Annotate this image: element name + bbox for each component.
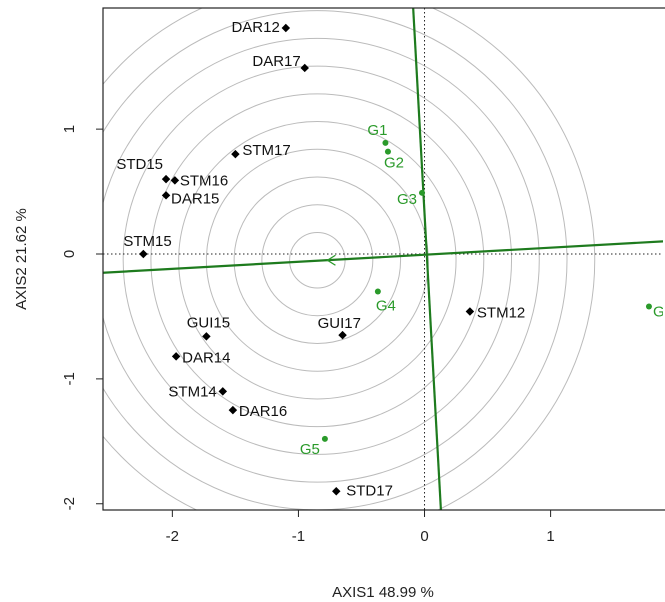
environment-point [332,487,341,496]
environment-label: STM15 [123,233,171,250]
environment-point [161,191,171,200]
x-tick-label: 0 [420,528,428,545]
y-tick-label: 1 [61,125,78,133]
y-tick-label: -2 [61,497,78,510]
x-axis-title: AXIS1 48.99 % [332,584,434,601]
concentric-circle [178,121,457,400]
green-axis-line [412,8,443,510]
green-axis-line [103,240,663,274]
environment-label: STM12 [477,304,525,321]
genotype-label: G5 [300,441,320,458]
environment-point [338,330,347,340]
environment-point [170,176,180,185]
environment-point [139,249,148,259]
environment-point [300,63,309,73]
concentric-circle [233,176,402,344]
y-axis-title: AXIS2 21.62 % [13,208,30,310]
genotype-label: G6 [653,303,665,320]
genotype-point [374,288,381,295]
environment-point [231,149,240,159]
genotype-point [321,435,328,442]
concentric-circle [122,65,513,455]
concentric-circle [103,37,540,483]
y-tick-label: -1 [61,372,78,385]
genotype-point [419,189,425,196]
environment-label: DAR12 [231,19,279,36]
environment-point [161,174,171,184]
environment-point [202,332,211,341]
environment-label: STM17 [242,142,290,159]
genotype-label: G2 [384,155,404,172]
environment-label: DAR16 [239,403,287,420]
average-environment-arrow [326,254,336,266]
environment-label: DAR17 [252,53,300,70]
axes: -2-1012-2-101 [61,125,555,545]
environment-label: DAR14 [182,349,230,366]
x-tick-label: -1 [292,528,305,545]
concentric-circle [261,204,374,317]
genotype-label: G4 [376,297,396,314]
environment-point [218,387,228,396]
environment-label: STD17 [346,482,393,499]
genotype-point [382,139,389,146]
x-tick-label: -2 [166,528,179,545]
environment-point [281,23,291,33]
environment-point [171,352,181,361]
environment-label: STM14 [168,383,216,400]
environment-label: GUI15 [187,314,230,331]
genotype-label: G3 [397,191,417,208]
environment-label: STM16 [180,172,228,189]
concentric-circle [103,8,596,510]
genotype-label: G1 [367,122,387,139]
environment-label: DAR15 [171,190,219,207]
concentric-circle [150,93,485,428]
y-tick-label: 0 [61,250,78,258]
x-tick-label: 1 [546,528,554,545]
genotype-point [384,148,391,155]
environment-label: GUI17 [318,315,361,332]
genotype-point [645,303,652,310]
environment-label: STD15 [116,156,163,173]
plot-frame [102,7,665,511]
environment-point [465,307,475,316]
concentric-circle [205,148,429,372]
environment-point [228,405,238,415]
